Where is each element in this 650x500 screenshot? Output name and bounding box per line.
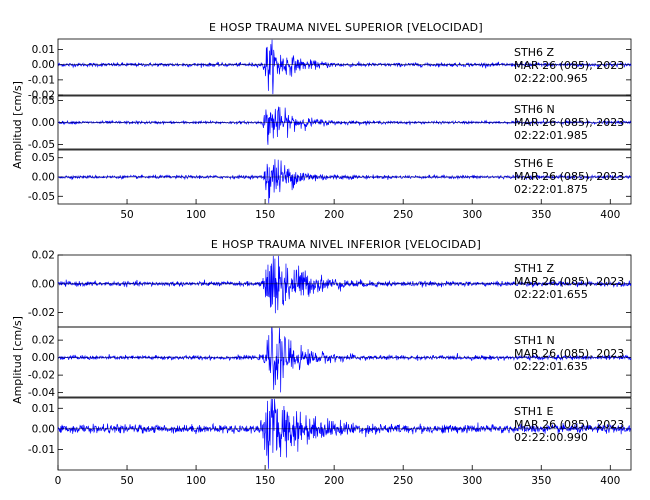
x-tick-label: 350 [531, 475, 551, 487]
x-tick-label: 250 [393, 209, 413, 221]
record-date-label: MAR 26 (085), 2023 [514, 116, 624, 129]
x-tick-label: 400 [600, 209, 620, 221]
trace-frame [57, 326, 632, 398]
y-tick-label: 0.01 [32, 403, 55, 415]
x-tick-label: 300 [462, 475, 482, 487]
y-tick-label: 0.01 [32, 44, 55, 56]
record-date-label: MAR 26 (085), 2023 [514, 59, 624, 72]
x-tick-label: 100 [186, 209, 206, 221]
y-tick-label: 0.00 [32, 117, 55, 129]
station-component-label: STH6 Z [514, 46, 554, 59]
lower-panel-title: E HOSP TRAUMA NIVEL INFERIOR [VELOCIDAD] [211, 238, 481, 251]
upper-panel: E HOSP TRAUMA NIVEL SUPERIOR [VELOCIDAD]… [11, 21, 632, 221]
x-tick-label: 50 [120, 209, 133, 221]
x-tick-label: 250 [393, 475, 413, 487]
x-tick-label: 50 [120, 475, 133, 487]
y-tick-label: 0.05 [32, 152, 55, 164]
lower-panel: E HOSP TRAUMA NIVEL INFERIOR [VELOCIDAD]… [11, 238, 632, 487]
y-tick-label: 0.00 [32, 352, 55, 364]
lower-panel-y-axis-label: Amplitud [cm/s] [11, 316, 24, 404]
waveform-line [57, 398, 632, 469]
y-tick-label: -0.05 [28, 191, 55, 203]
y-tick-label: 0.00 [32, 59, 55, 71]
y-tick-label: 0.00 [32, 423, 55, 435]
record-date-label: MAR 26 (085), 2023 [514, 170, 624, 183]
record-date-label: MAR 26 (085), 2023 [514, 275, 624, 288]
x-tick-label: 300 [462, 209, 482, 221]
x-tick-label: 150 [255, 209, 275, 221]
x-tick-label: 100 [186, 475, 206, 487]
y-tick-label: 0.00 [32, 278, 55, 290]
x-tick-label: 150 [255, 475, 275, 487]
trace-frame [57, 397, 632, 471]
y-tick-label: 0.00 [32, 172, 55, 184]
lower-panel-x-axis: 0 50 100 150 200 250 300 350 400 [55, 465, 620, 487]
y-tick-label: -0.02 [28, 90, 55, 102]
y-tick-label: 0.02 [32, 335, 55, 347]
waveform-line [57, 159, 632, 204]
record-time-label: 02:22:01.655 [514, 288, 588, 301]
station-component-label: STH1 Z [514, 262, 554, 275]
y-tick-label: -0.04 [28, 387, 55, 399]
station-component-label: STH1 N [514, 334, 555, 347]
x-tick-label: 400 [600, 475, 620, 487]
x-tick-label: 200 [324, 475, 344, 487]
upper-panel-y-axis-label: Amplitud [cm/s] [11, 81, 24, 169]
record-time-label: 02:22:01.635 [514, 360, 588, 373]
station-component-label: STH6 E [514, 157, 553, 170]
station-component-label: STH1 E [514, 405, 553, 418]
x-tick-label: 350 [531, 209, 551, 221]
upper-panel-x-axis: 50 100 150 200 250 300 350 400 [120, 199, 620, 221]
x-tick-label: 200 [324, 209, 344, 221]
record-time-label: 02:22:00.990 [514, 431, 588, 444]
upper-panel-title: E HOSP TRAUMA NIVEL SUPERIOR [VELOCIDAD] [209, 21, 483, 34]
y-tick-label: 0.05 [32, 95, 55, 107]
y-tick-label: 0.02 [32, 250, 55, 262]
record-date-label: MAR 26 (085), 2023 [514, 418, 624, 431]
trace-frame [57, 38, 632, 96]
y-tick-label: -0.02 [28, 307, 55, 319]
record-date-label: MAR 26 (085), 2023 [514, 347, 624, 360]
record-time-label: 02:22:01.985 [514, 129, 588, 142]
record-time-label: 02:22:00.965 [514, 72, 588, 85]
y-tick-label: -0.01 [28, 74, 55, 86]
station-component-label: STH6 N [514, 103, 555, 116]
x-tick-label: 0 [55, 475, 62, 487]
y-tick-label: -0.05 [28, 139, 55, 151]
record-time-label: 02:22:01.875 [514, 183, 588, 196]
y-tick-label: -0.02 [28, 370, 55, 382]
y-tick-label: -0.01 [28, 444, 55, 456]
